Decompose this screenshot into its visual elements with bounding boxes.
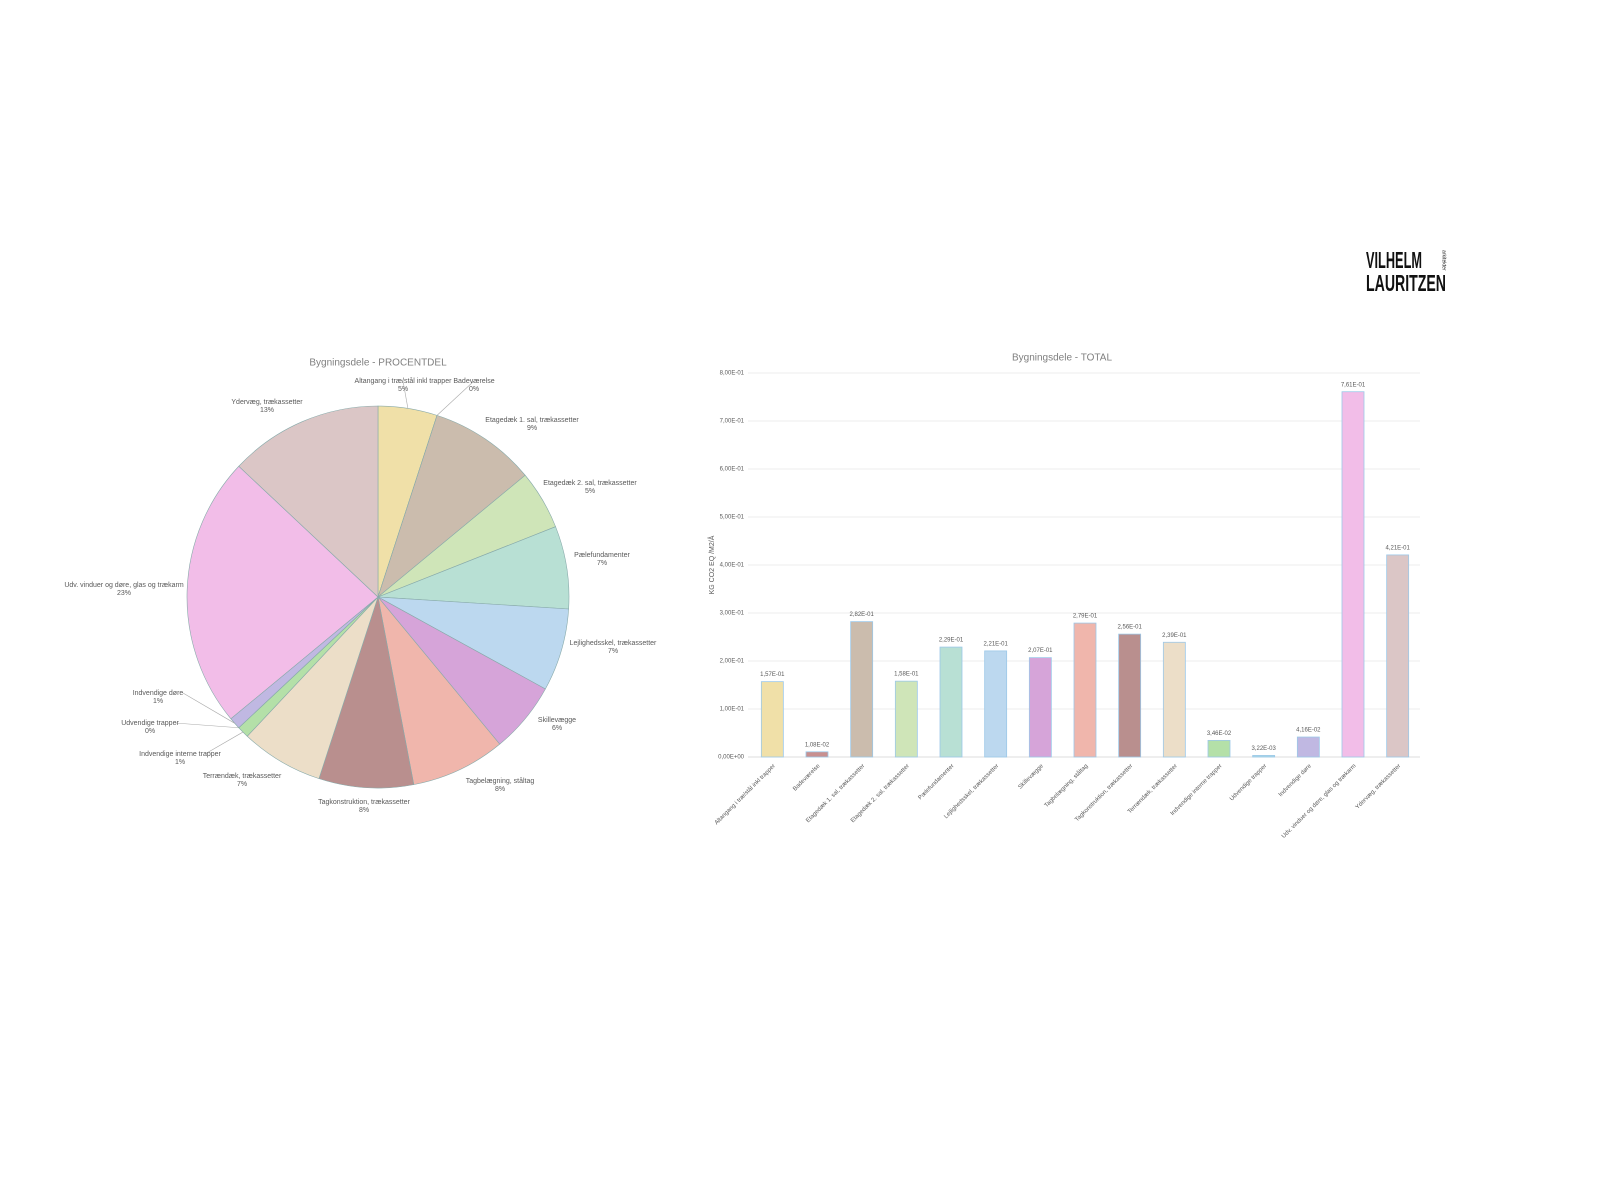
bar bbox=[1252, 755, 1276, 758]
slice-value-label: 13% bbox=[260, 407, 274, 414]
leader-line bbox=[182, 692, 235, 724]
slice-value-label: 1% bbox=[153, 698, 163, 705]
bar bbox=[939, 646, 963, 758]
pie-slice bbox=[186, 465, 379, 720]
y-tick-label: 4,00E-01 bbox=[720, 563, 745, 569]
y-tick-label: 3,00E-01 bbox=[720, 611, 745, 617]
value-label: 2,29E-01 bbox=[939, 638, 964, 644]
slice-value-label: 6% bbox=[552, 725, 562, 732]
value-label: 2,21E-01 bbox=[983, 641, 1008, 647]
slice-value-label: 5% bbox=[398, 386, 408, 393]
y-tick-label: 8,00E-01 bbox=[720, 371, 745, 377]
y-tick-label: 2,00E-01 bbox=[720, 659, 745, 665]
leader-line bbox=[174, 722, 239, 729]
leader-line bbox=[436, 380, 475, 416]
slice-label: Indvendige døre bbox=[133, 690, 184, 697]
slice-value-label: 7% bbox=[597, 560, 607, 567]
value-label: 4,16E-02 bbox=[1296, 728, 1321, 734]
value-label: 2,39E-01 bbox=[1162, 633, 1187, 639]
bar bbox=[1296, 736, 1320, 758]
slice-label: Pælefundamenter bbox=[574, 552, 630, 559]
bar bbox=[1207, 739, 1231, 758]
chart-title: Bygningsdele - PROCENTDEL bbox=[309, 358, 447, 369]
slice-value-label: 5% bbox=[585, 488, 595, 495]
slice-label: Udvendige trapper bbox=[121, 720, 179, 727]
value-label: 1,08E-02 bbox=[805, 742, 830, 748]
x-tick-label: Altangang i træ/stål inkl trapper bbox=[713, 763, 777, 827]
bar bbox=[850, 621, 874, 758]
pie-slice bbox=[377, 414, 526, 598]
pie-slice bbox=[238, 405, 379, 598]
bar bbox=[1162, 641, 1186, 758]
value-label: 2,79E-01 bbox=[1073, 614, 1098, 620]
x-tick-label: Indvendige interne trapper bbox=[1170, 763, 1224, 817]
y-tick-label: 0,00E+00 bbox=[718, 755, 745, 761]
y-tick-label: 7,00E-01 bbox=[720, 419, 745, 425]
value-label: 2,56E-01 bbox=[1117, 625, 1142, 631]
value-label: 2,82E-01 bbox=[849, 612, 874, 618]
value-label: 1,58E-01 bbox=[894, 672, 919, 678]
bar bbox=[760, 681, 784, 758]
bar bbox=[1386, 554, 1410, 758]
slice-label: Etagedæk 1. sal, trækassetter bbox=[485, 417, 579, 424]
y-axis-label: KG CO2 EQ /M2/Å bbox=[707, 535, 716, 594]
x-tick-label: Pælefundamenter bbox=[918, 763, 956, 801]
pie-slice bbox=[318, 596, 415, 789]
bar bbox=[1341, 391, 1365, 758]
chart-title: Bygningsdele - TOTAL bbox=[1012, 353, 1112, 364]
slice-value-label: 23% bbox=[117, 590, 131, 597]
x-tick-label: Lejlighedsskel, trækassetter bbox=[943, 763, 1000, 820]
slice-value-label: 0% bbox=[145, 728, 155, 735]
x-tick-label: Udv. vinduer og døre, glas og trækarm bbox=[1281, 763, 1358, 840]
value-label: 3,46E-02 bbox=[1207, 731, 1232, 737]
logo-line: LAURITZEN bbox=[1366, 270, 1446, 296]
y-tick-label: 6,00E-01 bbox=[720, 467, 745, 473]
x-tick-label: Ydervæg, trækassetter bbox=[1355, 763, 1402, 810]
x-tick-label: Tagbelægning, ståltag bbox=[1043, 763, 1089, 809]
slice-label: Badeværelse bbox=[453, 378, 494, 385]
y-tick-label: 1,00E-01 bbox=[720, 707, 745, 713]
bar bbox=[805, 751, 829, 758]
x-tick-label: Badeværelse bbox=[792, 763, 822, 793]
slice-label: Lejlighedsskel, trækassetter bbox=[570, 640, 657, 647]
x-tick-label: Udvendige trapper bbox=[1229, 763, 1268, 802]
value-label: 1,57E-01 bbox=[760, 672, 785, 678]
slice-label: Udv. vinduer og døre, glas og trækarm bbox=[64, 582, 183, 589]
leader-line bbox=[402, 380, 409, 409]
slice-value-label: 0% bbox=[469, 386, 479, 393]
slice-value-label: 7% bbox=[237, 781, 247, 788]
value-label: 4,21E-01 bbox=[1385, 545, 1410, 551]
bar bbox=[1073, 622, 1097, 758]
x-tick-label: Terrændæk, trækassetter bbox=[1127, 763, 1179, 815]
slice-label: Etagedæk 2. sal, trækassetter bbox=[543, 480, 637, 487]
slice-label: Tagkonstruktion, trækassetter bbox=[318, 799, 410, 806]
slice-label: Tagbelægning, ståltag bbox=[466, 777, 535, 785]
value-label: 3,22E-03 bbox=[1251, 746, 1276, 752]
value-label: 2,07E-01 bbox=[1028, 648, 1053, 654]
bar bbox=[894, 680, 918, 758]
slice-label: Terrændæk, trækassetter bbox=[203, 773, 282, 780]
pie-slice bbox=[377, 596, 501, 785]
logo-line: VILHELM bbox=[1366, 247, 1422, 273]
slice-value-label: 7% bbox=[608, 648, 618, 655]
bar bbox=[1028, 657, 1052, 758]
slice-label: Skillevægge bbox=[538, 717, 576, 724]
slice-value-label: 9% bbox=[527, 425, 537, 432]
slice-label: Altangang i træ/stål inkl trapper bbox=[355, 377, 453, 385]
slice-label: Indvendige interne trapper bbox=[139, 751, 221, 758]
x-tick-label: Skillevægge bbox=[1018, 763, 1046, 791]
x-tick-label: Indvendige døre bbox=[1278, 763, 1313, 798]
logo-tag: arkitekter bbox=[1441, 250, 1447, 271]
slice-value-label: 8% bbox=[495, 786, 505, 793]
y-tick-label: 5,00E-01 bbox=[720, 515, 745, 521]
value-label: 7,61E-01 bbox=[1341, 382, 1366, 388]
leader-line bbox=[204, 731, 244, 755]
slice-label: Ydervæg, trækassetter bbox=[231, 399, 303, 406]
bar bbox=[984, 650, 1008, 758]
bar bbox=[1118, 633, 1142, 758]
slice-value-label: 1% bbox=[175, 759, 185, 766]
slice-value-label: 8% bbox=[359, 807, 369, 814]
